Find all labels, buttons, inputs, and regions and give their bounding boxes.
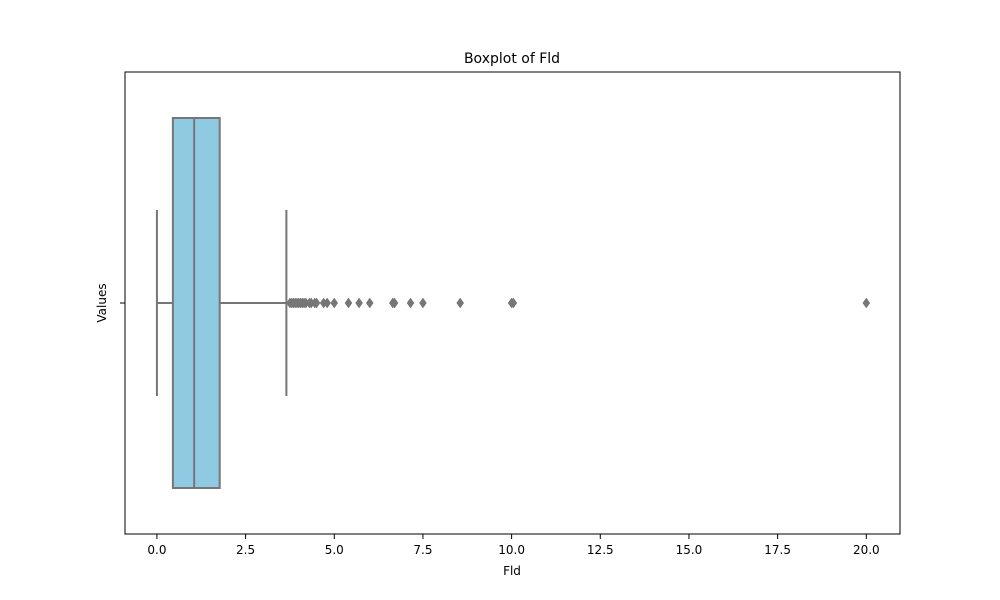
x-tick-label: 12.5 (587, 543, 614, 557)
outlier-point (456, 297, 464, 309)
x-tick-label: 2.5 (236, 543, 255, 557)
plot-frame (124, 71, 901, 535)
x-tick-label: 0.0 (147, 543, 166, 557)
outlier-point (330, 297, 339, 309)
chart-title: Boxplot of Fld (464, 51, 560, 67)
outlier-point (323, 297, 331, 309)
x-tick-label: 15.0 (676, 543, 703, 557)
x-tick-label: 7.5 (413, 543, 432, 557)
outlier-point (862, 297, 871, 309)
outlier-point (312, 297, 321, 309)
x-axis-label: Fld (503, 564, 521, 578)
outlier-point (355, 297, 363, 309)
outlier-point (509, 297, 518, 309)
outlier-point (365, 297, 374, 309)
x-axis-ticks: 0.0 2.5 5.0 7.5 10.0 12.5 15.0 17.5 20.0 (147, 534, 880, 557)
y-axis-label: Values (95, 283, 109, 322)
x-tick-label: 20.0 (853, 543, 880, 557)
outlier-point (419, 297, 427, 309)
x-tick-label: 10.0 (498, 543, 525, 557)
outlier-point (390, 297, 399, 309)
x-tick-label: 5.0 (325, 543, 344, 557)
x-tick-label: 17.5 (764, 543, 791, 557)
iqr-box (171, 117, 221, 489)
outlier-point (406, 297, 415, 309)
plot-layer (155, 117, 871, 489)
outlier-point (344, 297, 353, 309)
